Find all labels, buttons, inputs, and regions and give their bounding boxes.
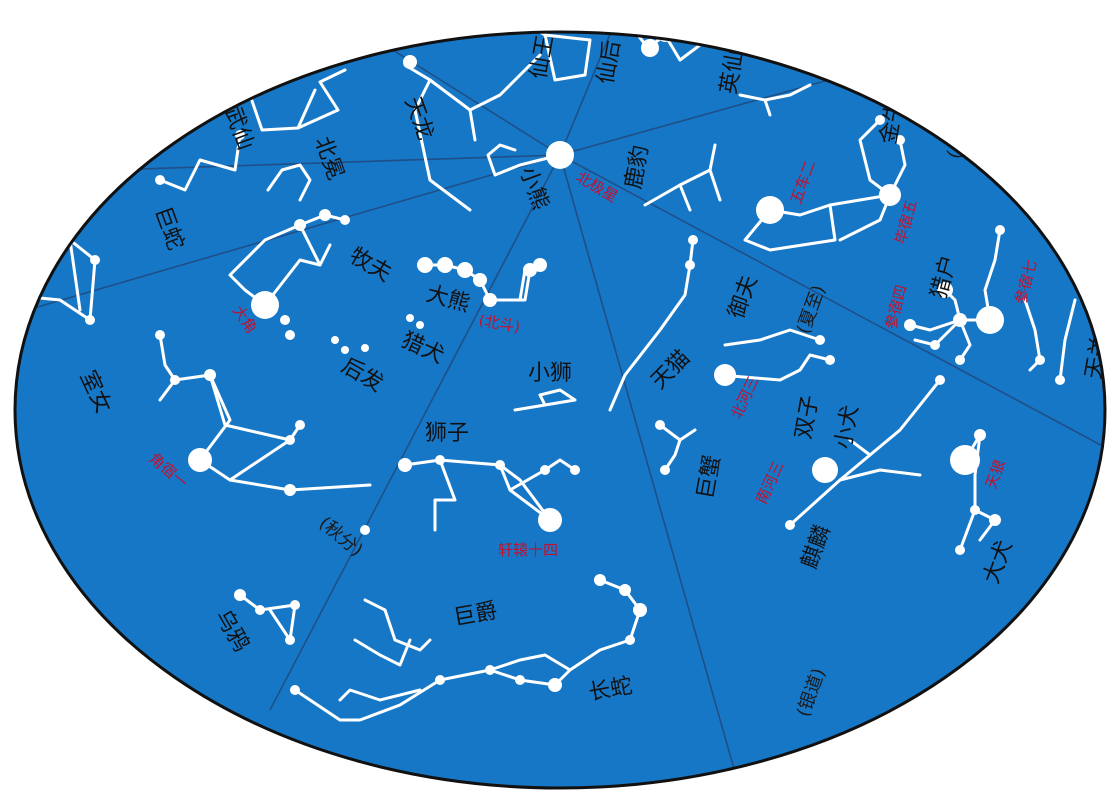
beijixing-star: [546, 141, 574, 169]
label-xiaoshi: 小狮: [528, 361, 572, 386]
censu4-star: [937, 282, 953, 298]
constellation-lines: [28, 32, 1077, 722]
tianlang-star: [950, 445, 980, 475]
censu7-star: [976, 306, 1004, 334]
jiaosu1-star: [188, 448, 212, 472]
dajiao-star: [251, 291, 279, 319]
xuanyuan14-star: [538, 508, 562, 532]
sky-border: [13, 30, 1107, 790]
label-shizi: 狮子: [425, 421, 469, 446]
stars: [35, 32, 1065, 695]
constellation-labels: 武仙 天龙 仙王 仙后 英仙 北冕 巨蛇 小熊 鹿豹 金牛 牧夫 大熊 猎犬 后…: [75, 33, 1105, 706]
nanhe3-star: [812, 457, 838, 483]
wuche2-star: [756, 196, 784, 224]
label-xuanyuan14: 轩辕十四: [498, 541, 558, 559]
beihe3-star: [714, 364, 736, 386]
